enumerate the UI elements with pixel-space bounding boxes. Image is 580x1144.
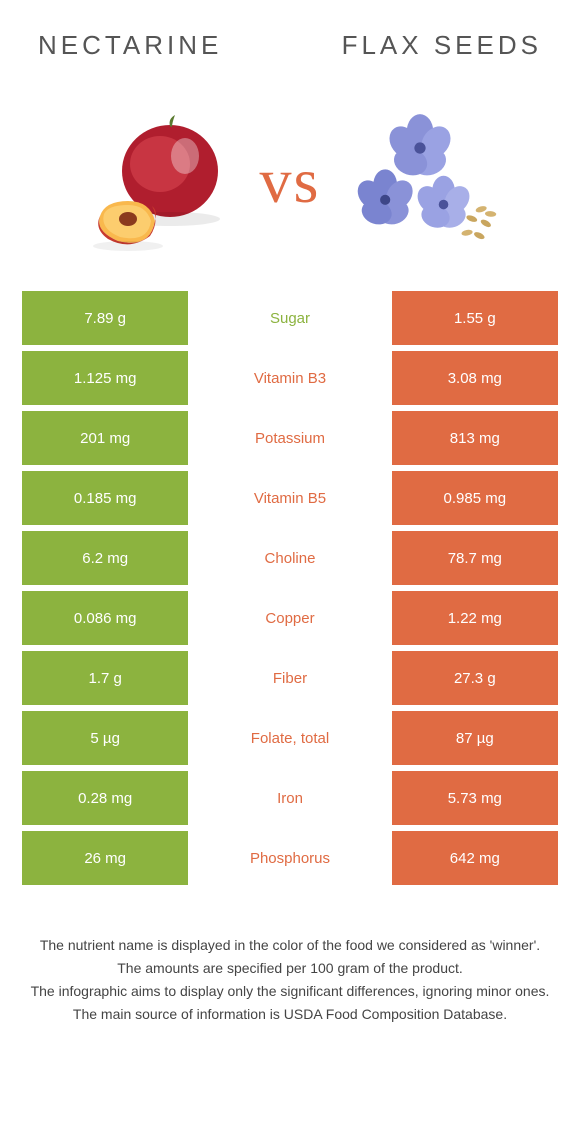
left-value-cell: 1.7 g	[22, 651, 188, 705]
left-value-cell: 0.28 mg	[22, 771, 188, 825]
right-value-cell: 0.985 mg	[392, 471, 558, 525]
hero-section: vs	[18, 81, 562, 291]
left-value-cell: 201 mg	[22, 411, 188, 465]
nutrient-name-cell: Sugar	[194, 291, 385, 345]
table-row: 7.89 gSugar1.55 g	[22, 291, 558, 345]
right-value-cell: 813 mg	[392, 411, 558, 465]
left-value-cell: 6.2 mg	[22, 531, 188, 585]
nutrient-name-cell: Iron	[194, 771, 385, 825]
table-row: 26 mgPhosphorus642 mg	[22, 831, 558, 885]
left-value-cell: 26 mg	[22, 831, 188, 885]
left-value-cell: 0.185 mg	[22, 471, 188, 525]
right-value-cell: 1.22 mg	[392, 591, 558, 645]
table-row: 1.125 mgVitamin B33.08 mg	[22, 351, 558, 405]
footer-line: The nutrient name is displayed in the co…	[28, 935, 552, 956]
footer-line: The infographic aims to display only the…	[28, 981, 552, 1002]
footer-notes: The nutrient name is displayed in the co…	[18, 885, 562, 1047]
table-row: 0.185 mgVitamin B50.985 mg	[22, 471, 558, 525]
footer-line: The amounts are specified per 100 gram o…	[28, 958, 552, 979]
nutrient-name-cell: Fiber	[194, 651, 385, 705]
right-value-cell: 78.7 mg	[392, 531, 558, 585]
right-value-cell: 642 mg	[392, 831, 558, 885]
nutrient-name-cell: Copper	[194, 591, 385, 645]
table-row: 0.28 mgIron5.73 mg	[22, 771, 558, 825]
right-value-cell: 27.3 g	[392, 651, 558, 705]
footer-line: The main source of information is USDA F…	[28, 1004, 552, 1025]
nutrient-name-cell: Potassium	[194, 411, 385, 465]
nutrient-name-cell: Vitamin B5	[194, 471, 385, 525]
vs-label: vs	[250, 144, 331, 218]
right-value-cell: 1.55 g	[392, 291, 558, 345]
left-value-cell: 0.086 mg	[22, 591, 188, 645]
table-row: 0.086 mgCopper1.22 mg	[22, 591, 558, 645]
right-value-cell: 3.08 mg	[392, 351, 558, 405]
right-value-cell: 5.73 mg	[392, 771, 558, 825]
nutrient-name-cell: Folate, total	[194, 711, 385, 765]
header: Nectarine Flax seeds	[18, 20, 562, 81]
table-row: 6.2 mgCholine78.7 mg	[22, 531, 558, 585]
nutrient-name-cell: Vitamin B3	[194, 351, 385, 405]
comparison-table: 7.89 gSugar1.55 g 1.125 mgVitamin B33.08 …	[18, 291, 562, 885]
right-value-cell: 87 µg	[392, 711, 558, 765]
left-value-cell: 1.125 mg	[22, 351, 188, 405]
left-value-cell: 7.89 g	[22, 291, 188, 345]
left-value-cell: 5 µg	[22, 711, 188, 765]
right-food-title: Flax seeds	[342, 30, 542, 61]
table-row: 1.7 gFiber27.3 g	[22, 651, 558, 705]
table-row: 201 mgPotassium813 mg	[22, 411, 558, 465]
left-food-title: Nectarine	[38, 30, 222, 61]
nectarine-image	[80, 101, 240, 261]
nutrient-name-cell: Phosphorus	[194, 831, 385, 885]
flax-image	[340, 101, 500, 261]
table-row: 5 µgFolate, total87 µg	[22, 711, 558, 765]
nutrient-name-cell: Choline	[194, 531, 385, 585]
